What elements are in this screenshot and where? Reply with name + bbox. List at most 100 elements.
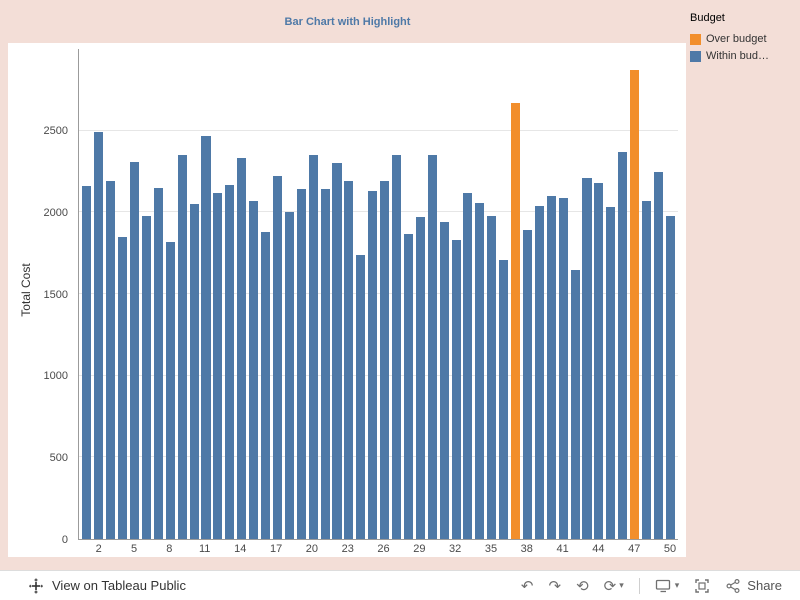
bar-within-budget[interactable]	[308, 155, 318, 539]
toolbar-separator	[638, 577, 640, 594]
bar-within-budget[interactable]	[499, 259, 509, 539]
bar-within-budget[interactable]	[558, 197, 568, 539]
legend-label: Within bud…	[706, 50, 769, 62]
legend-item[interactable]: Within bud…	[690, 50, 796, 62]
bar-within-budget[interactable]	[106, 181, 116, 539]
y-axis: 0 500 1000 1500 2000 2500	[8, 49, 78, 546]
refresh-icon: ⟳	[603, 576, 617, 595]
x-tick-label: 29	[413, 542, 426, 555]
bar-over-budget[interactable]	[511, 102, 521, 539]
chart-title: Bar Chart with Highlight	[284, 16, 411, 28]
share-label: Share	[747, 578, 782, 593]
bar-within-budget[interactable]	[451, 240, 461, 539]
undo-button[interactable]: ↶	[520, 576, 534, 595]
y-tick-label: 0	[61, 534, 68, 546]
y-tick-label: 1500	[43, 288, 68, 301]
bar-within-budget[interactable]	[130, 161, 140, 539]
bar-within-budget[interactable]	[189, 204, 199, 539]
view-on-tableau-link[interactable]: View on Tableau Public	[28, 578, 186, 594]
bar-within-budget[interactable]	[165, 241, 175, 539]
bar-within-budget[interactable]	[237, 158, 247, 539]
legend-label: Over budget	[706, 33, 767, 45]
bar-within-budget[interactable]	[582, 178, 592, 539]
x-tick-label: 23	[341, 542, 354, 555]
bar-within-budget[interactable]	[642, 200, 652, 539]
bar-within-budget[interactable]	[177, 155, 187, 539]
bar-within-budget[interactable]	[332, 163, 342, 539]
x-tick-label: 20	[305, 542, 319, 555]
bar-within-budget[interactable]	[94, 132, 104, 539]
share-icon	[725, 578, 741, 594]
revert-button[interactable]: ⟲	[576, 576, 589, 595]
redo-button[interactable]: ↷	[548, 576, 562, 595]
tableau-logo-icon	[28, 578, 44, 594]
bar-within-budget[interactable]	[546, 196, 556, 539]
bar-within-budget[interactable]	[141, 215, 151, 539]
gridlines	[79, 49, 678, 539]
bar-within-budget[interactable]	[618, 151, 628, 539]
bar-within-budget[interactable]	[261, 231, 271, 539]
x-tick-label: 50	[663, 542, 677, 555]
x-tick-label: 17	[269, 542, 283, 555]
x-axis: 2 5 8 11 14 17 20 23 26 29 32 35 38 41 44 47 50	[79, 540, 678, 557]
bar-within-budget[interactable]	[534, 205, 544, 539]
bar-over-budget[interactable]	[630, 70, 640, 539]
bar-within-budget[interactable]	[118, 236, 128, 539]
bar-within-budget[interactable]	[320, 189, 330, 539]
x-tick-label: 26	[377, 542, 390, 555]
refresh-button[interactable]: ⟳ ▾	[604, 578, 624, 594]
gridline	[79, 129, 678, 131]
legend-swatch	[690, 33, 701, 45]
view-on-tableau-label: View on Tableau Public	[52, 578, 186, 593]
bar-within-budget[interactable]	[82, 186, 92, 539]
bar-within-budget[interactable]	[391, 155, 402, 539]
bar-within-budget[interactable]	[522, 230, 532, 539]
y-tick-label: 1000	[43, 370, 68, 383]
x-tick-label: 2	[95, 542, 102, 555]
x-tick-label: 11	[198, 542, 211, 555]
bar-within-budget[interactable]	[427, 155, 437, 539]
bar-within-budget[interactable]	[272, 176, 282, 539]
bar-within-budget[interactable]	[594, 182, 604, 539]
bar-within-budget[interactable]	[475, 202, 485, 539]
fullscreen-button[interactable]	[694, 578, 710, 594]
chart-panel: Total Cost 0 500 1000 1500 2000 2500 2 5 8 11 14 1…	[8, 43, 686, 557]
toolbar-actions: ↶ ↷ ⟲ ⟳ ▾ ▾	[520, 576, 782, 595]
bar-within-budget[interactable]	[570, 269, 580, 539]
bar-within-budget[interactable]	[356, 254, 366, 539]
x-tick-label: 41	[556, 542, 569, 555]
bar-within-budget[interactable]	[284, 212, 294, 539]
bar-within-budget[interactable]	[296, 189, 306, 539]
bar-within-budget[interactable]	[463, 192, 473, 539]
legend-swatch	[690, 50, 701, 62]
gridline	[79, 456, 678, 458]
bar-within-budget[interactable]	[249, 200, 259, 539]
download-button[interactable]: ▾	[655, 578, 679, 594]
bar-within-budget[interactable]	[606, 207, 616, 539]
bar-within-budget[interactable]	[201, 135, 211, 539]
bar-within-budget[interactable]	[153, 187, 163, 539]
bar-within-budget[interactable]	[439, 222, 449, 539]
bar-within-budget[interactable]	[213, 192, 223, 539]
legend-item[interactable]: Over budget	[690, 33, 796, 45]
bar-within-budget[interactable]	[344, 181, 354, 539]
bottom-toolbar: View on Tableau Public ↶ ↷ ⟲ ⟳ ▾ ▾	[0, 570, 800, 600]
bar-within-budget[interactable]	[380, 181, 390, 539]
bar-within-budget[interactable]	[368, 191, 378, 539]
y-tick-label: 2000	[43, 206, 68, 219]
bar-within-budget[interactable]	[653, 171, 663, 539]
bar-within-budget[interactable]	[225, 184, 235, 539]
share-button[interactable]: Share	[725, 578, 782, 594]
bars	[79, 49, 678, 539]
bar-within-budget[interactable]	[665, 215, 675, 539]
bar-within-budget[interactable]	[403, 233, 413, 539]
bar-within-budget[interactable]	[487, 215, 497, 539]
refresh-caret-icon: ▾	[619, 580, 624, 591]
x-tick-label: 32	[449, 542, 462, 555]
y-tick-label: 2500	[43, 124, 68, 137]
plot-area	[78, 49, 678, 540]
display-icon	[655, 578, 672, 594]
legend-title: Budget	[690, 12, 725, 24]
x-tick-label: 5	[130, 542, 138, 555]
bar-within-budget[interactable]	[415, 217, 425, 539]
